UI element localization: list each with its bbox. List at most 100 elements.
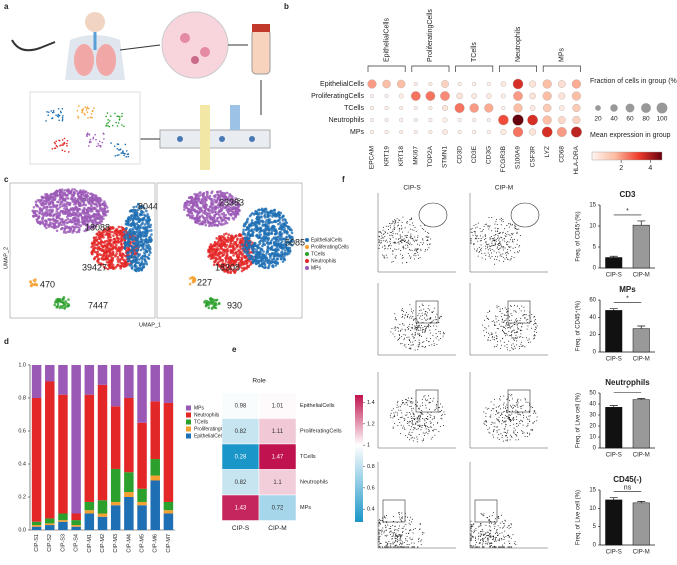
- umap-cell: [56, 200, 59, 204]
- flow-event: [418, 306, 420, 308]
- umap-cell: [263, 214, 266, 218]
- dot: [442, 117, 448, 123]
- flow-event: [395, 327, 397, 329]
- flow-event: [506, 321, 508, 323]
- umap-cell: [134, 268, 138, 271]
- flow-event: [413, 318, 415, 320]
- flow-event: [428, 427, 430, 429]
- flow-event: [489, 249, 491, 251]
- flow-event: [410, 257, 412, 259]
- flow-event: [512, 343, 514, 345]
- cell-label: 1.47: [272, 454, 284, 460]
- flow-event: [414, 236, 416, 238]
- flow-event: [502, 256, 504, 258]
- umap-cell: [146, 212, 149, 216]
- flow-event: [498, 260, 500, 262]
- legend-label: ProliferatingCells: [311, 244, 349, 250]
- flow-event: [434, 316, 436, 318]
- cluster-count: 8044: [138, 201, 158, 211]
- flow-event: [384, 245, 386, 247]
- flow-event: [520, 330, 522, 332]
- flow-event: [392, 220, 394, 222]
- mini-umap-dot: [114, 112, 116, 115]
- flow-event: [390, 416, 392, 418]
- flow-event: [432, 430, 434, 432]
- flow-event: [393, 221, 395, 223]
- mini-umap-dot: [94, 133, 96, 136]
- umap-cell: [249, 257, 252, 261]
- flow-event: [392, 426, 394, 428]
- flow-event: [511, 233, 513, 235]
- flow-event: [487, 339, 489, 341]
- umap-cell: [79, 198, 82, 201]
- mini-umap-dot: [92, 136, 95, 139]
- umap-cell: [64, 209, 67, 213]
- umap-cell: [259, 239, 263, 242]
- cluster-count: 5085: [285, 237, 305, 247]
- umap-cell: [137, 220, 141, 223]
- flow-event: [503, 260, 505, 262]
- flow-event: [440, 417, 442, 419]
- flow-event: [511, 335, 513, 337]
- umap-cell: [29, 280, 32, 283]
- mini-umap-dot: [66, 145, 68, 147]
- umap-cell: [264, 235, 268, 239]
- umap-cell: [234, 209, 238, 213]
- flow-event: [424, 346, 426, 348]
- flow-event: [404, 227, 406, 229]
- umap-cell: [47, 225, 51, 228]
- flow-event: [399, 240, 401, 242]
- umap-cell: [215, 253, 219, 257]
- flow-event: [386, 241, 388, 243]
- bar-segment: [150, 365, 160, 402]
- mini-umap-dot: [119, 148, 122, 151]
- umap-cell: [48, 211, 51, 215]
- umap-cell: [104, 251, 108, 255]
- flow-event: [414, 340, 416, 342]
- flow-event: [392, 232, 394, 234]
- flow-event: [475, 223, 477, 225]
- flow-event: [417, 320, 419, 322]
- flow-event: [436, 343, 438, 345]
- umap-cell: [99, 253, 103, 257]
- flow-event: [498, 236, 500, 238]
- umap-cell: [267, 252, 271, 256]
- flow-event: [481, 253, 483, 255]
- flow-event: [415, 230, 417, 232]
- umap-cell: [66, 304, 70, 308]
- umap-cell: [212, 219, 216, 223]
- flow-event: [434, 307, 436, 309]
- mini-umap-dot: [52, 109, 55, 112]
- flow-event: [406, 422, 408, 424]
- flow-event: [410, 308, 412, 310]
- umap-cell: [221, 258, 224, 262]
- umap-cell: [229, 213, 233, 216]
- umap-cell: [115, 243, 118, 247]
- flow-event: [522, 337, 524, 339]
- umap-cell: [136, 255, 140, 258]
- flow-event: [384, 232, 386, 234]
- flow-event: [494, 223, 496, 225]
- flow-event: [434, 417, 436, 419]
- flow-event: [519, 320, 521, 322]
- flow-event: [489, 248, 491, 250]
- flow-event: [512, 325, 514, 327]
- flow-event: [474, 237, 476, 239]
- flow-event: [486, 225, 488, 227]
- flow-event: [419, 244, 421, 246]
- flow-event: [535, 327, 537, 329]
- umap-cell: [63, 229, 66, 233]
- umap-cell: [109, 250, 112, 254]
- flow-event: [511, 330, 513, 332]
- mini-umap-dot: [86, 133, 89, 136]
- flow-event: [423, 341, 425, 343]
- flow-event: [514, 347, 516, 349]
- flow-event: [392, 242, 394, 244]
- flow-event: [417, 326, 419, 328]
- umap-cell: [132, 259, 135, 262]
- umap-cell: [90, 249, 94, 253]
- flow-event: [391, 222, 393, 224]
- bar-segment: [137, 365, 147, 423]
- flow-event: [487, 247, 489, 249]
- mini-umap-dot: [90, 113, 93, 115]
